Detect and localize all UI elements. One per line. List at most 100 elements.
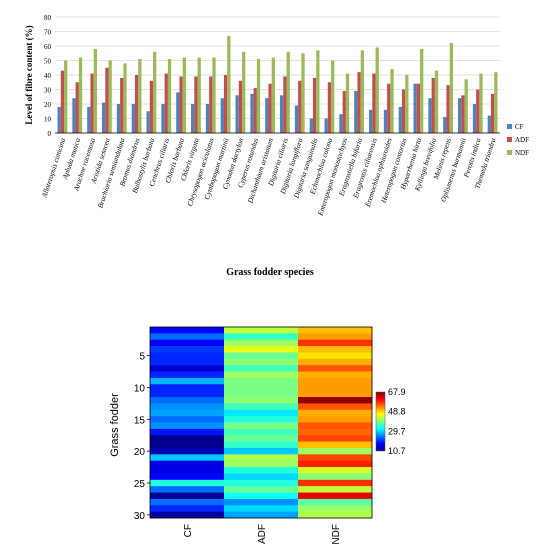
heatmap-cell-24-cf xyxy=(150,473,225,481)
bar-chart-legend-label: CF xyxy=(515,123,524,131)
heatmap-y-tick-labels: 5 10 15 20 25 30 xyxy=(134,352,150,522)
heatmap-cell-21-adf xyxy=(224,454,299,461)
heatmap-cell-5-adf xyxy=(224,352,299,360)
bar-chart-legend-swatch xyxy=(507,124,512,129)
bar-ndf-23 xyxy=(390,69,394,133)
bar-adf-17 xyxy=(298,80,302,133)
bar-chart-y-tick-label: 20 xyxy=(44,101,52,109)
heatmap-cell-16-adf xyxy=(224,422,299,430)
heatmap-cell-2-cf xyxy=(150,333,225,341)
bar-ndf-11 xyxy=(212,57,216,133)
heatmap-cell-25-cf xyxy=(150,479,225,487)
bar-chart-legend-swatch xyxy=(507,150,512,155)
heatmap-cell-24-ndf xyxy=(298,473,373,481)
bar-ndf-9 xyxy=(182,57,186,133)
heatmap-cell-2-adf xyxy=(224,333,299,341)
heatmap-y-tick-label: 15 xyxy=(134,415,146,426)
heatmap-cell-17-cf xyxy=(150,428,225,436)
heatmap-cell-7-cf xyxy=(150,365,225,372)
heatmap-y-tick-label: 10 xyxy=(134,383,146,394)
heatmap-column-label: CF xyxy=(183,524,194,537)
bar-chart-y-tick-label: 30 xyxy=(44,87,52,95)
heatmap-cell-1-cf xyxy=(150,327,225,334)
heatmap-y-tick-label: 20 xyxy=(134,447,146,458)
heatmap-cell-15-cf xyxy=(150,416,225,423)
heatmap-cell-6-ndf xyxy=(298,358,373,366)
colorbar-tick-label: 10.7 xyxy=(388,446,406,456)
heatmap-cell-16-ndf xyxy=(298,422,373,430)
heatmap-cell-11-adf xyxy=(224,390,299,398)
heatmap-cell-9-cf xyxy=(150,377,225,385)
heatmap-cell-28-cf xyxy=(150,498,225,506)
heatmap-cell-6-cf xyxy=(150,358,225,366)
bar-cf-24 xyxy=(398,106,402,133)
heatmap-cell-29-adf xyxy=(224,505,299,512)
bar-ndf-2 xyxy=(78,57,83,133)
heatmap-cell-20-adf xyxy=(224,447,299,455)
bar-ndf-18 xyxy=(316,50,320,133)
bar-ndf-7 xyxy=(153,51,157,133)
bar-adf-26 xyxy=(431,77,435,133)
heatmap-cell-27-ndf xyxy=(298,492,373,500)
heatmap-cell-10-ndf xyxy=(298,384,373,391)
heatmap-cell-15-ndf xyxy=(298,416,373,423)
bar-adf-5 xyxy=(120,77,124,133)
bar-adf-22 xyxy=(372,73,376,133)
bar-chart-y-tick-label: 10 xyxy=(44,116,52,124)
bar-cf-27 xyxy=(443,117,447,133)
bar-ndf-12 xyxy=(227,35,231,133)
heatmap-cell-4-adf xyxy=(224,346,299,353)
heatmap-cell-21-cf xyxy=(150,454,225,461)
bar-chart-y-tick-label: 80 xyxy=(44,14,52,22)
heatmap-cell-12-cf xyxy=(150,397,225,404)
heatmap-cell-18-cf xyxy=(150,435,225,442)
bar-cf-5 xyxy=(116,104,121,133)
bar-adf-15 xyxy=(268,83,272,133)
bar-adf-3 xyxy=(90,73,94,133)
bar-ndf-26 xyxy=(434,70,439,133)
heatmap-cell-20-cf xyxy=(150,447,225,455)
bar-adf-11 xyxy=(209,76,213,133)
bar-ndf-29 xyxy=(479,73,483,133)
heatmap-cell-11-cf xyxy=(150,390,225,398)
bar-ndf-14 xyxy=(256,59,261,133)
bar-cf-10 xyxy=(191,104,195,133)
bar-chart-y-tick-label: 40 xyxy=(44,72,52,80)
bar-cf-30 xyxy=(487,115,491,133)
bar-chart-legend-label: NDF xyxy=(515,149,529,157)
bar-chart-y-tick-label: 50 xyxy=(44,58,52,66)
bar-cf-18 xyxy=(309,118,313,133)
heatmap-y-tick-label: 25 xyxy=(134,479,146,490)
bar-cf-19 xyxy=(324,118,328,133)
heatmap-frame xyxy=(149,326,373,519)
heatmap-cell-25-ndf xyxy=(298,479,373,487)
bar-ndf-19 xyxy=(331,60,335,133)
bar-cf-16 xyxy=(280,95,284,133)
bar-adf-14 xyxy=(253,88,257,133)
heatmap-cell-30-ndf xyxy=(298,511,373,519)
heatmap-cell-16-cf xyxy=(150,422,225,430)
heatmap-cell-23-ndf xyxy=(298,467,373,474)
heatmap-cell-2-ndf xyxy=(298,333,373,341)
heatmap-cell-13-cf xyxy=(150,403,225,411)
bar-cf-8 xyxy=(161,104,165,133)
bar-adf-1 xyxy=(60,70,65,133)
heatmap-cell-11-ndf xyxy=(298,390,373,398)
heatmap-cell-17-ndf xyxy=(298,428,373,436)
heatmap-cell-7-adf xyxy=(224,365,299,372)
heatmap-chart: 5 10 15 20 25 30 CF ADF NDF Grass fodder 67.9 48… xyxy=(109,326,406,545)
heatmap-cell-13-ndf xyxy=(298,403,373,411)
heatmap-cell-14-adf xyxy=(224,409,299,417)
bar-cf-11 xyxy=(205,104,210,133)
bar-chart-y-tick-labels: 0 10 20 30 40 50 60 70 80 xyxy=(44,14,52,138)
heatmap-cell-9-ndf xyxy=(298,377,373,385)
heatmap-cell-6-adf xyxy=(224,358,299,366)
bar-adf-4 xyxy=(105,67,109,133)
heatmap-cell-1-adf xyxy=(224,327,299,334)
bar-adf-18 xyxy=(312,77,317,133)
heatmap-cell-18-adf xyxy=(224,435,299,442)
bar-cf-4 xyxy=(102,102,106,133)
bar-ndf-6 xyxy=(138,59,142,133)
heatmap-cell-22-cf xyxy=(150,460,225,468)
heatmap-cell-26-ndf xyxy=(298,486,373,493)
